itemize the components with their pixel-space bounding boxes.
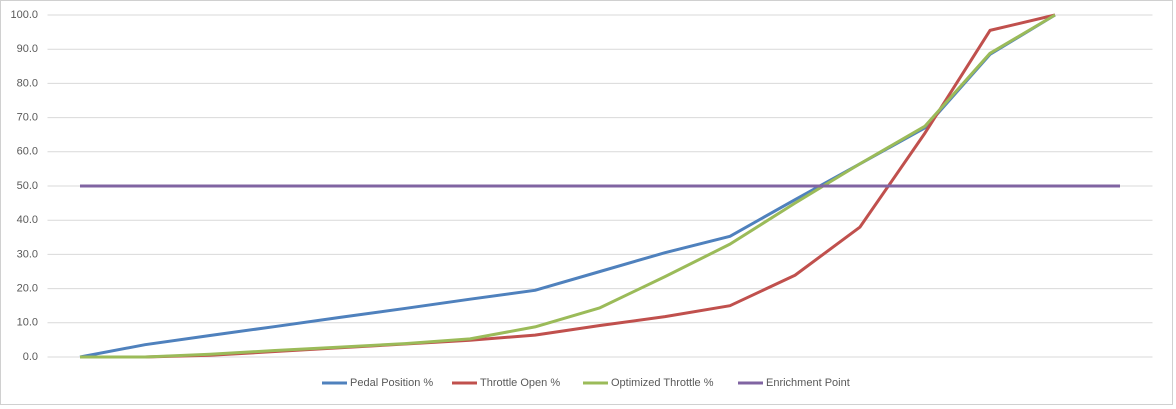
legend-label: Optimized Throttle % bbox=[611, 377, 714, 389]
y-tick-label: 0.0 bbox=[23, 351, 38, 363]
y-tick-label: 30.0 bbox=[17, 248, 38, 260]
y-tick-label: 50.0 bbox=[17, 180, 38, 192]
y-tick-label: 40.0 bbox=[17, 214, 38, 226]
y-tick-label: 80.0 bbox=[17, 77, 38, 89]
legend-label: Throttle Open % bbox=[480, 377, 560, 389]
y-tick-label: 90.0 bbox=[17, 43, 38, 55]
y-tick-label: 20.0 bbox=[17, 283, 38, 295]
y-tick-label: 60.0 bbox=[17, 146, 38, 158]
legend-label: Enrichment Point bbox=[766, 377, 850, 389]
y-tick-label: 70.0 bbox=[17, 112, 38, 124]
series-line bbox=[80, 13, 1056, 359]
legend-label: Pedal Position % bbox=[350, 377, 433, 389]
y-tick-label: 10.0 bbox=[17, 317, 38, 329]
y-tick-label: 100.0 bbox=[10, 9, 38, 21]
